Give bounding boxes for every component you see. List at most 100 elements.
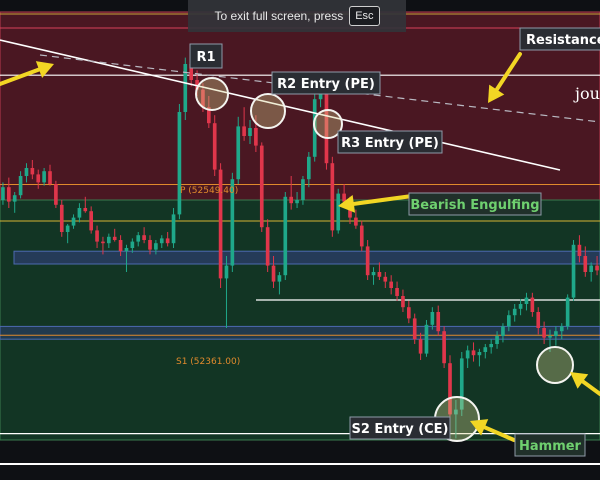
candle-body: [518, 304, 523, 309]
candle-body: [30, 168, 35, 175]
candle-body: [259, 145, 264, 228]
price-zones: [0, 11, 600, 441]
arrow-shaft: [580, 379, 600, 396]
candle-body: [477, 352, 482, 356]
candle-body: [195, 80, 199, 90]
candle-body: [218, 169, 223, 279]
candle-body: [277, 275, 282, 282]
candle-body: [295, 200, 299, 204]
candle-body: [95, 230, 99, 242]
candle-body: [424, 324, 429, 354]
candle-body: [107, 236, 111, 244]
candle-body: [124, 248, 129, 252]
candle-body: [571, 244, 576, 298]
r2-entry-label: R2 Entry (PE): [277, 77, 375, 92]
candle-body: [148, 240, 152, 250]
candle-body: [89, 211, 93, 231]
arrow-shaft: [351, 194, 414, 206]
candle-body: [483, 347, 488, 352]
zone-s1-band: [0, 325, 600, 340]
candle-body: [254, 128, 258, 146]
zone-band: [13, 250, 600, 265]
arrow-hammer-right: [570, 372, 600, 396]
candle-body: [559, 326, 564, 332]
candle-body: [12, 195, 17, 202]
candle-body: [201, 89, 205, 108]
candle-body: [407, 307, 411, 319]
candle-body: [536, 312, 541, 328]
candle-body: [165, 238, 170, 244]
candle-body: [565, 297, 570, 327]
arrow-left-resistance: [0, 61, 54, 86]
candle-body: [465, 350, 470, 359]
candle-body: [283, 196, 288, 276]
candle-body: [307, 156, 311, 180]
candle-body: [171, 214, 176, 244]
candle-body: [130, 241, 135, 248]
resistance-label: Resistance: [526, 33, 600, 48]
candle-body: [289, 196, 293, 204]
candle-body: [336, 193, 341, 231]
candle-body: [142, 235, 146, 240]
candle-body: [183, 64, 188, 112]
zone-support: [0, 199, 600, 441]
candle-body: [65, 225, 70, 232]
candle-body: [324, 91, 329, 164]
candle-body: [524, 297, 529, 304]
candle-body: [583, 256, 588, 272]
candle-body: [548, 336, 552, 338]
candle-body: [42, 171, 46, 183]
candle-body: [554, 331, 558, 336]
candle-body: [454, 409, 458, 415]
candle-body: [542, 328, 546, 338]
candle-body: [442, 331, 446, 364]
candle-body: [471, 350, 476, 356]
candle-body: [48, 171, 52, 184]
zone-resistance: [0, 11, 600, 201]
fullscreen-exit-banner: To exit full screen, press Esc: [188, 0, 406, 32]
candle-body: [36, 174, 41, 183]
candle-body: [389, 281, 393, 288]
r2-entry-circle: [250, 93, 286, 129]
arrow-resistance: [488, 52, 522, 103]
candle-body: [430, 312, 435, 325]
candle-body: [83, 208, 88, 212]
candle-body: [359, 225, 364, 247]
r1-circle: [195, 77, 229, 111]
arrow-shaft: [482, 425, 516, 442]
candle-body: [383, 276, 388, 282]
candle-body: [418, 339, 423, 354]
watermark-text: jou: [573, 84, 600, 103]
candle-body: [459, 358, 464, 410]
candle-body: [24, 168, 29, 176]
candle-body: [401, 296, 405, 308]
arrow-shaft: [0, 67, 41, 86]
candle-body: [242, 126, 246, 136]
candle-body: [530, 297, 535, 312]
r1-label: R1: [196, 50, 215, 65]
candle-body: [207, 107, 211, 124]
candle-body: [436, 312, 441, 332]
candle-body: [301, 179, 305, 200]
candle-body: [236, 126, 241, 180]
candle-body: [54, 184, 58, 205]
candle-body: [77, 208, 82, 218]
esc-key-hint: Esc: [349, 6, 380, 26]
candle-body: [412, 318, 417, 340]
arrow-shaft: [494, 52, 522, 92]
arrow-head: [488, 84, 505, 103]
candle-body: [7, 187, 11, 202]
pivot-p-label: P (52549.40): [180, 186, 238, 196]
bearish-engulfing-label: Bearish Engulfing: [410, 198, 539, 213]
candle-body: [265, 227, 270, 266]
arrow-bearish-engulfing: [338, 194, 414, 213]
candle-body: [112, 236, 117, 240]
candle-body: [59, 204, 64, 232]
hammer-circle: [536, 346, 574, 384]
arrow-hammer-s2: [470, 419, 516, 442]
candle-body: [212, 123, 217, 170]
candle-body: [71, 217, 76, 226]
candle-body: [377, 272, 382, 277]
candle-body: [189, 64, 193, 80]
